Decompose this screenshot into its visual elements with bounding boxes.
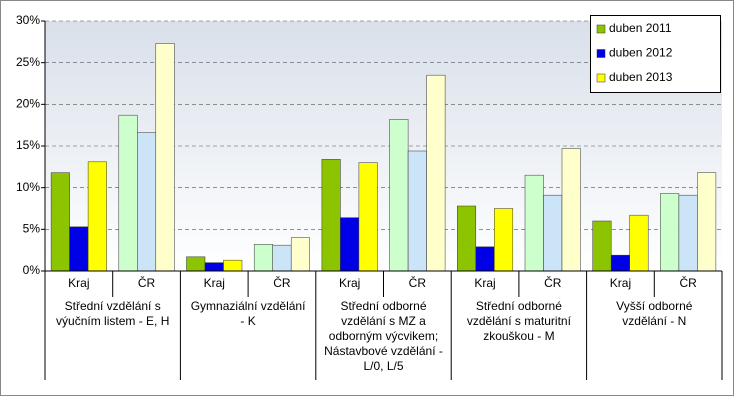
bar [389,119,409,272]
bar [69,226,89,272]
legend-swatch [596,73,606,83]
y-tick-label: 5% [23,222,41,236]
legend-label: duben 2012 [609,46,673,60]
bar [253,244,273,272]
bar [457,205,477,272]
x-tick-label: Kraj [204,276,225,290]
x-tick-label: Kraj [610,276,631,290]
legend-swatch [596,24,606,34]
bar [592,220,612,272]
x-tick-label: ČR [138,275,156,290]
bar [87,161,107,272]
x-tick-label: ČR [409,275,427,290]
group-label: Střední vzdělání s výučním listem - E, H [56,299,170,328]
group-label: Střední odborné vzdělání s maturitní zko… [466,299,571,343]
group-label: Gymnaziální vzdělání - K [190,299,306,328]
bar [543,194,563,272]
group-label: Vyšší odborné vzdělání - N [616,299,693,328]
bar [494,208,514,272]
y-tick-label: 20% [16,97,40,111]
bar [272,244,292,272]
x-tick-label: Kraj [474,276,495,290]
legend-label: duben 2011 [609,21,672,35]
bar [561,148,581,272]
bar [475,246,495,272]
bar [204,262,224,272]
y-tick-label: 15% [16,138,40,152]
bar [660,193,680,272]
x-tick-label: ČR [544,275,562,290]
y-tick-label: 25% [16,55,40,69]
y-tick-label: 30% [16,13,40,27]
y-tick-label: 10% [16,180,40,194]
bar [426,74,446,272]
bar [407,150,427,272]
legend-swatch [596,49,606,58]
bar [186,256,206,272]
bar [137,132,157,272]
legend-box [590,15,721,93]
bar [223,259,243,272]
bar [118,114,138,272]
bar [340,217,360,272]
group-label: Střední odborné vzdělání s MZ a odborným… [324,299,443,373]
y-tick-label: 0% [23,263,41,277]
x-tick-label: Kraj [339,276,360,290]
x-tick-label: ČR [679,275,697,290]
legend-label: duben 2013 [609,70,673,84]
bar [697,172,717,272]
bar [678,194,698,272]
x-tick-label: ČR [273,275,291,290]
bar [358,162,378,272]
bar [155,43,175,272]
bar [524,174,544,272]
x-tick-label: Kraj [68,276,89,290]
bar [290,237,310,272]
bar [321,159,341,272]
bar [610,254,630,272]
bar [50,172,70,272]
bar [629,214,649,272]
